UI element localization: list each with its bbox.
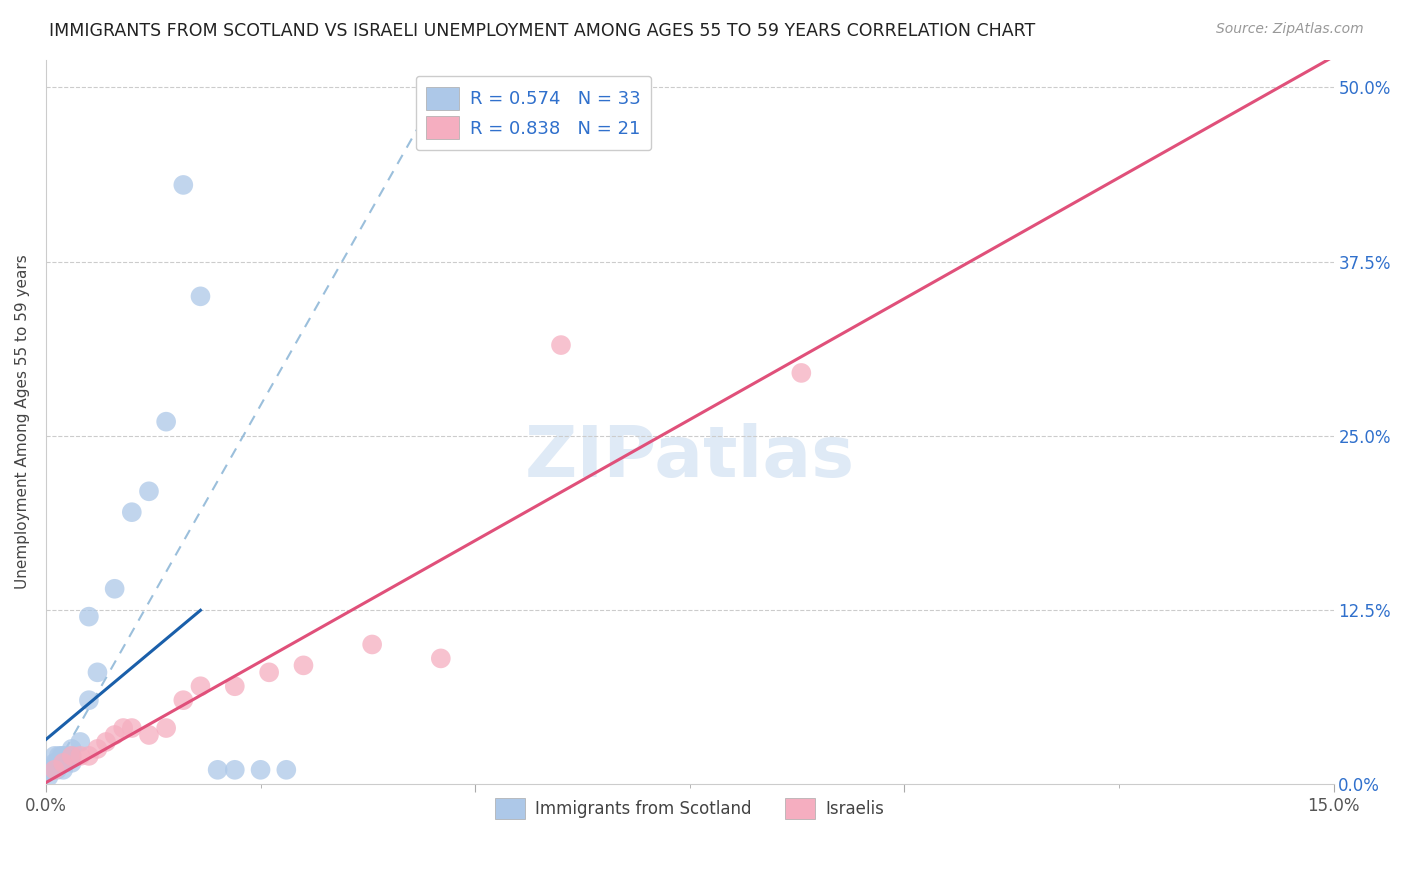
Point — [104, 728, 127, 742]
Point — [86, 665, 108, 680]
Point — [44, 763, 66, 777]
Point — [45, 756, 67, 770]
Point — [257, 665, 280, 680]
Point — [138, 484, 160, 499]
Point — [38, 770, 60, 784]
Point — [77, 748, 100, 763]
Point — [52, 756, 75, 770]
Point — [276, 763, 298, 777]
Point — [77, 609, 100, 624]
Y-axis label: Unemployment Among Ages 55 to 59 years: Unemployment Among Ages 55 to 59 years — [15, 254, 30, 589]
Point — [292, 658, 315, 673]
Point — [112, 721, 135, 735]
Point — [52, 748, 75, 763]
Point — [207, 763, 229, 777]
Point — [361, 638, 384, 652]
Point — [39, 763, 62, 777]
Text: Source: ZipAtlas.com: Source: ZipAtlas.com — [1216, 22, 1364, 37]
Point — [56, 748, 79, 763]
Point — [60, 748, 83, 763]
Point — [69, 735, 91, 749]
Point — [790, 366, 813, 380]
Point — [42, 763, 65, 777]
Point — [172, 178, 194, 192]
Point — [86, 742, 108, 756]
Point — [224, 679, 246, 693]
Point — [94, 735, 117, 749]
Point — [53, 756, 76, 770]
Point — [104, 582, 127, 596]
Point — [155, 415, 177, 429]
Point — [172, 693, 194, 707]
Point — [52, 763, 75, 777]
Point — [46, 763, 69, 777]
Point — [51, 748, 73, 763]
Point — [190, 289, 212, 303]
Point — [249, 763, 271, 777]
Point — [77, 693, 100, 707]
Point — [155, 721, 177, 735]
Text: ZIPatlas: ZIPatlas — [524, 424, 855, 492]
Point — [190, 679, 212, 693]
Point — [44, 748, 66, 763]
Point — [138, 728, 160, 742]
Point — [60, 742, 83, 756]
Point — [48, 748, 70, 763]
Point — [44, 756, 66, 770]
Point — [121, 721, 143, 735]
Point — [48, 756, 70, 770]
Point — [39, 763, 62, 777]
Point — [69, 748, 91, 763]
Point — [52, 756, 75, 770]
Point — [224, 763, 246, 777]
Point — [550, 338, 572, 352]
Point — [60, 748, 83, 763]
Point — [60, 756, 83, 770]
Point — [430, 651, 453, 665]
Legend: Immigrants from Scotland, Israelis: Immigrants from Scotland, Israelis — [489, 791, 891, 826]
Text: IMMIGRANTS FROM SCOTLAND VS ISRAELI UNEMPLOYMENT AMONG AGES 55 TO 59 YEARS CORRE: IMMIGRANTS FROM SCOTLAND VS ISRAELI UNEM… — [49, 22, 1035, 40]
Point — [121, 505, 143, 519]
